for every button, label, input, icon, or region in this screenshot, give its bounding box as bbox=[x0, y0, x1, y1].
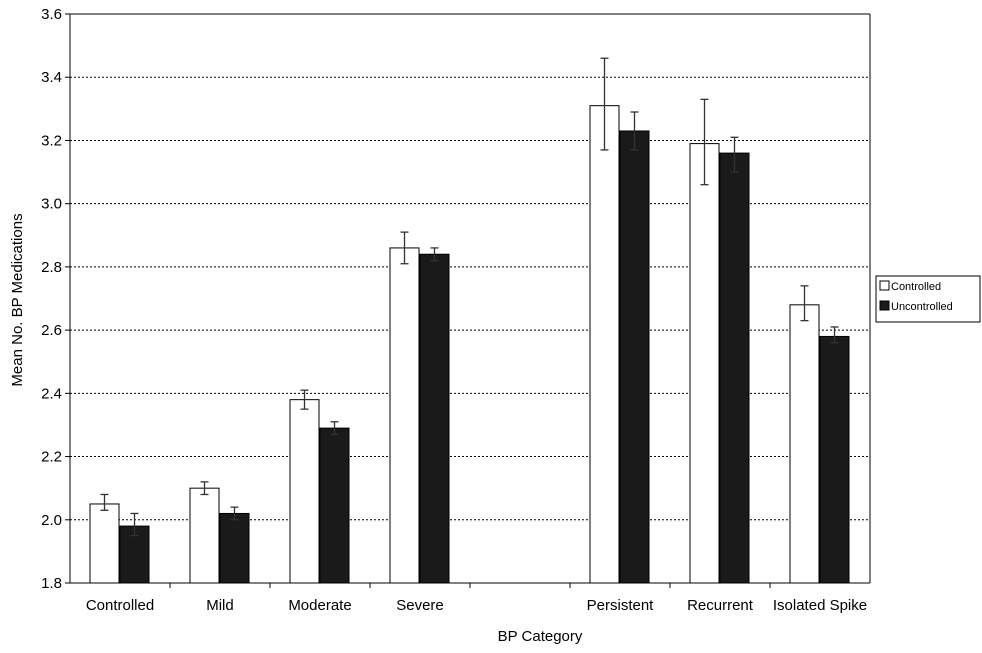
y-tick-label: 2.8 bbox=[41, 259, 62, 276]
bar-controlled bbox=[289, 399, 320, 584]
y-axis-title: Mean No. BP Medications bbox=[9, 213, 26, 386]
x-tick-label: Isolated Spike bbox=[773, 597, 867, 614]
bar-controlled bbox=[689, 143, 720, 584]
bar-controlled bbox=[589, 105, 620, 584]
bars bbox=[89, 57, 850, 584]
y-tick-label: 3.6 bbox=[41, 6, 62, 23]
legend-label-controlled: Controlled bbox=[891, 281, 941, 293]
x-tick-label: Persistent bbox=[587, 597, 655, 614]
bar-uncontrolled bbox=[319, 427, 350, 584]
axes bbox=[65, 13, 871, 588]
legend-swatch-controlled bbox=[879, 280, 890, 291]
legend-label-uncontrolled: Uncontrolled bbox=[891, 301, 953, 313]
y-tick-label: 2.0 bbox=[41, 512, 62, 529]
legend-box bbox=[875, 275, 981, 323]
gridlines bbox=[70, 76, 870, 521]
bar-uncontrolled bbox=[219, 512, 250, 584]
bar-uncontrolled bbox=[819, 335, 850, 584]
y-tick-label: 2.2 bbox=[41, 449, 62, 466]
legend-swatch-uncontrolled bbox=[879, 300, 890, 311]
y-tick-label: 1.8 bbox=[41, 575, 62, 592]
bar-controlled bbox=[189, 487, 220, 584]
y-tick-label: 2.4 bbox=[41, 385, 62, 402]
y-tick-label: 3.0 bbox=[41, 196, 62, 213]
x-tick-label: Severe bbox=[396, 597, 444, 614]
bar-controlled bbox=[789, 304, 820, 584]
bar-uncontrolled bbox=[619, 130, 650, 584]
bar-uncontrolled bbox=[719, 152, 750, 584]
x-tick-label: Moderate bbox=[288, 597, 351, 614]
y-tick-label: 3.2 bbox=[41, 132, 62, 149]
y-tick-label: 3.4 bbox=[41, 69, 62, 86]
bar-controlled bbox=[389, 247, 420, 584]
bar-uncontrolled bbox=[419, 253, 450, 584]
y-tick-label: 2.6 bbox=[41, 322, 62, 339]
x-tick-label: Controlled bbox=[86, 597, 154, 614]
x-tick-labels: Controlled Mild Moderate Severe Persistent Re… bbox=[86, 597, 867, 614]
legend: Controlled Uncontrolled bbox=[875, 275, 981, 323]
x-axis-title: BP Category bbox=[498, 628, 583, 645]
x-tick-label: Recurrent bbox=[687, 597, 754, 614]
y-tick-labels: 1.8 2.0 2.2 2.4 2.6 2.8 3.0 3.2 3.4 3.6 bbox=[41, 6, 62, 592]
bar-controlled bbox=[89, 503, 120, 584]
x-tick-label: Mild bbox=[206, 597, 234, 614]
